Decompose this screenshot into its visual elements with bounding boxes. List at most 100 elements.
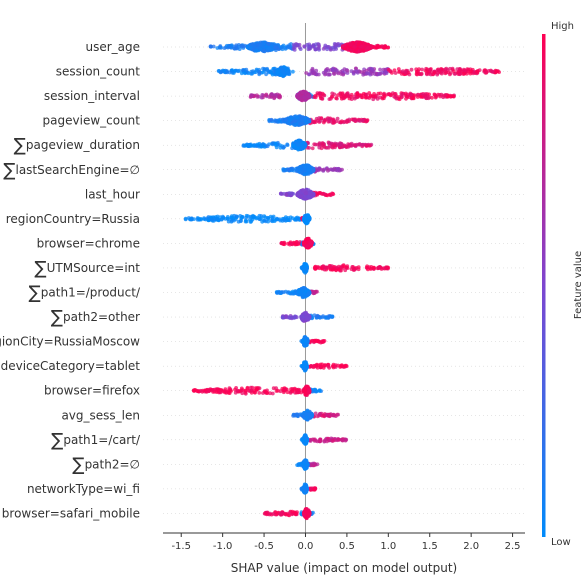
shap-point — [259, 95, 264, 100]
shap-point — [249, 42, 254, 47]
shap-point — [314, 438, 318, 443]
shap-point — [350, 143, 354, 148]
shap-point — [365, 71, 369, 76]
shap-point — [326, 364, 331, 369]
shap-point — [336, 437, 341, 442]
shap-point — [336, 412, 340, 417]
shap-point — [281, 145, 286, 150]
feature-swarm — [299, 482, 318, 495]
shap-point — [384, 265, 388, 270]
shap-point — [285, 70, 290, 75]
shap-point — [259, 216, 264, 221]
shap-point — [331, 413, 336, 417]
shap-point — [378, 91, 383, 96]
shap-point — [300, 288, 305, 293]
shap-point — [350, 265, 355, 269]
shap-point — [267, 46, 272, 51]
shap-point — [307, 190, 312, 195]
shap-point — [230, 70, 235, 75]
shap-point — [331, 265, 336, 269]
feature-label: session_count — [56, 65, 141, 79]
shap-point — [313, 267, 318, 271]
shap-point — [298, 122, 303, 127]
shap-point — [318, 365, 323, 370]
shap-point — [283, 118, 288, 122]
shap-point — [374, 93, 379, 98]
shap-point — [382, 94, 387, 98]
shap-point — [221, 216, 226, 220]
shap-point — [331, 439, 335, 443]
shap-point — [338, 70, 343, 74]
shap-point — [303, 342, 308, 347]
shap-point — [323, 118, 327, 123]
shap-point — [438, 68, 443, 72]
shap-point — [290, 241, 294, 246]
shap-point — [322, 439, 327, 443]
shap-point — [320, 97, 325, 101]
shap-point — [317, 91, 322, 95]
feature-label: deviceCategory=tablet — [1, 359, 141, 373]
shap-point — [298, 388, 302, 392]
shap-point — [305, 244, 310, 249]
shap-point — [333, 42, 338, 47]
shap-point — [251, 213, 255, 218]
shap-point — [244, 213, 249, 218]
shap-point — [307, 72, 311, 77]
feature-label: browser=safari_mobile — [2, 506, 140, 520]
shap-point — [292, 48, 297, 52]
shap-point — [334, 268, 338, 273]
shap-point — [254, 388, 259, 392]
shap-point — [417, 67, 421, 71]
shap-point — [388, 69, 393, 74]
shap-point — [295, 412, 299, 417]
shap-point — [249, 69, 254, 74]
shap-point — [448, 71, 453, 75]
shap-point — [305, 236, 310, 241]
shap-point — [280, 315, 285, 320]
feature-label: last_hour — [85, 187, 140, 201]
shap-point — [312, 338, 317, 343]
shap-point — [443, 71, 448, 76]
shap-point — [327, 141, 331, 146]
shap-point — [332, 143, 337, 148]
shap-point — [342, 67, 347, 72]
shap-point — [235, 46, 239, 51]
shap-point — [301, 363, 306, 368]
shap-point — [456, 70, 460, 74]
shap-point — [188, 217, 193, 222]
shap-point — [241, 68, 246, 72]
shap-point — [317, 167, 322, 171]
shap-point — [290, 387, 295, 391]
shap-point — [291, 291, 296, 296]
feature-swarm — [241, 138, 374, 152]
shap-point — [433, 95, 438, 100]
shap-point — [311, 291, 316, 296]
shap-point — [215, 214, 220, 219]
feature-swarm — [299, 433, 349, 446]
shap-point — [305, 215, 309, 220]
shap-point — [298, 47, 303, 51]
shap-point — [331, 117, 336, 122]
feature-swarm — [248, 89, 456, 103]
shap-point — [275, 291, 280, 295]
shap-point — [378, 67, 382, 72]
shap-point — [192, 388, 197, 392]
shap-point — [344, 363, 348, 368]
shap-point — [291, 144, 296, 149]
shap-point — [257, 391, 262, 395]
shap-point — [284, 512, 288, 517]
shap-point — [284, 192, 289, 197]
feature-swarm — [274, 286, 319, 300]
shap-point — [288, 215, 293, 220]
shap-point — [313, 411, 318, 416]
feature-label: ∑path1=/product/ — [29, 283, 141, 304]
shap-point — [475, 69, 480, 73]
shap-point — [306, 164, 311, 169]
shap-point — [248, 45, 253, 50]
shap-point — [320, 91, 325, 96]
x-ticks: -1.5 -1.0 -0.5 0.0 0.5 1.0 1.5 2.0 2.5 — [171, 533, 521, 552]
shap-point — [425, 67, 430, 72]
shap-point — [318, 438, 323, 443]
shap-point — [415, 70, 419, 74]
shap-point — [261, 70, 265, 75]
